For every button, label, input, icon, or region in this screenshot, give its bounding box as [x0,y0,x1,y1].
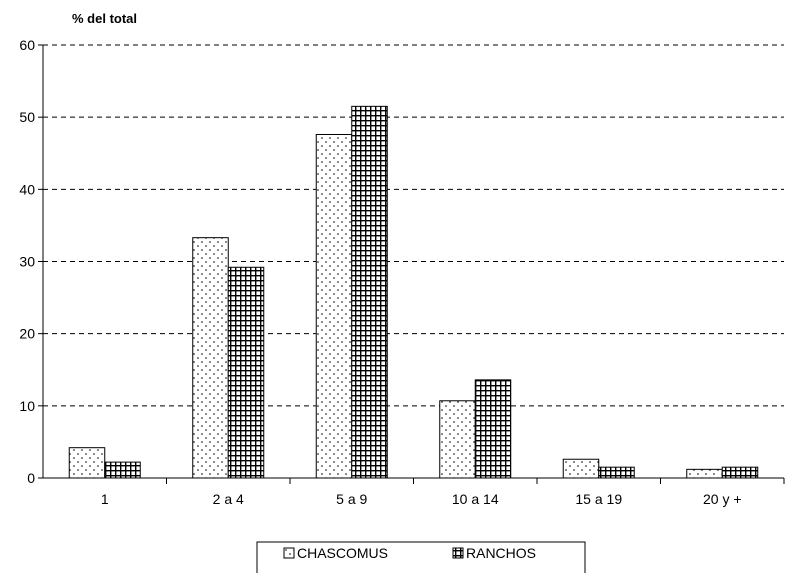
x-tick-label: 5 a 9 [336,491,367,507]
bar-ranchos-1 [104,461,141,479]
bar-chascomus-15-a-19 [562,458,600,479]
bar-chascomus-2-a-4 [192,237,229,479]
x-tick-labels: 1 2 a 4 5 a 9 10 a 14 15 a 19 20 y + [101,491,742,507]
y-tick-label: 0 [27,470,35,486]
bars [68,105,759,479]
bar-chascomus-20-y- [686,468,723,479]
y-tick-label: 60 [19,37,35,53]
bar-chascomus-1 [68,447,106,479]
y-tick-label: 20 [19,326,35,342]
x-tick-label: 20 y + [703,491,742,507]
legend-swatch-ranchos [452,547,464,559]
x-tick-label: 1 [101,491,109,507]
y-tick-label: 10 [19,398,35,414]
axes [38,44,785,484]
legend-label-chascomus: CHASCOMUS [297,545,388,561]
gridlines [43,44,784,407]
x-tick-label: 2 a 4 [213,491,244,507]
legend: CHASCOMUS RANCHOS [256,541,586,573]
bar-ranchos-5-a-9 [351,105,388,479]
y-axis-label: % del total [72,11,137,26]
bar-chascomus-10-a-14 [439,400,476,479]
bar-ranchos-20-y- [721,466,759,479]
legend-swatch-chascomus [283,547,295,559]
legend-label-ranchos: RANCHOS [466,545,536,561]
x-tick-label: 10 a 14 [452,491,499,507]
y-tick-label: 40 [19,181,35,197]
bar-ranchos-2-a-4 [227,266,265,479]
bar-chascomus-5-a-9 [315,133,353,479]
x-tick-label: 15 a 19 [575,491,622,507]
legend-box [256,541,586,573]
y-tick-label: 50 [19,109,35,125]
y-tick-label: 30 [19,254,35,270]
bar-ranchos-10-a-14 [474,379,512,479]
y-tick-labels: 0 10 20 30 40 50 60 [19,37,35,486]
bar-ranchos-15-a-19 [598,466,635,479]
